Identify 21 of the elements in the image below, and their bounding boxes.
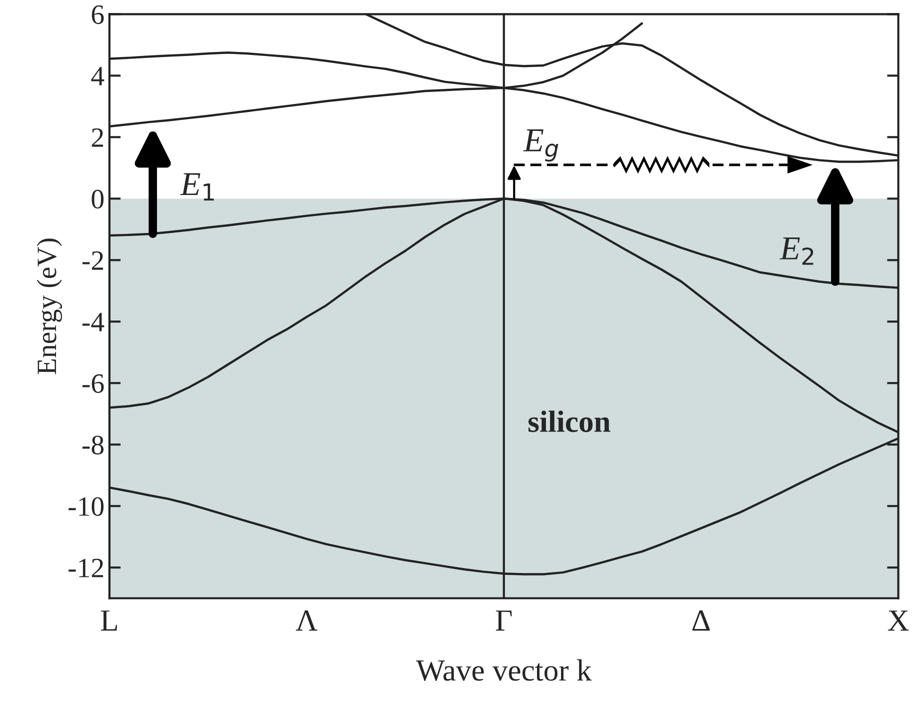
annotation: E$_{g}$ [523,129,558,162]
y-tick-label: 4 [91,66,104,86]
annotation: silicon [528,410,610,432]
y-tick-label: 6 [92,5,104,24]
y-axis-title: Energy (eV) [36,238,62,374]
y-tick-label: -10 [68,497,104,516]
x-tick-label: Γ [496,610,512,631]
x-tick-label: Δ [692,610,710,631]
y-tick-label: -12 [68,558,104,578]
annotation: E$_{2}$ [780,237,814,265]
x-tick-label: Λ [296,610,318,631]
x-axis-title: Wave vector k [416,659,592,681]
y-tick-label: 2 [92,128,104,147]
x-tick-label: X [888,610,909,631]
y-tick-label: -2 [82,251,104,270]
y-tick-label: 0 [92,190,104,209]
annotation: E$_{1}$ [180,173,214,201]
x-tick-label: L [100,610,117,631]
y-tick-label: -8 [82,436,104,454]
y-tick-label: -6 [82,374,104,393]
y-tick-label: -4 [82,312,104,332]
